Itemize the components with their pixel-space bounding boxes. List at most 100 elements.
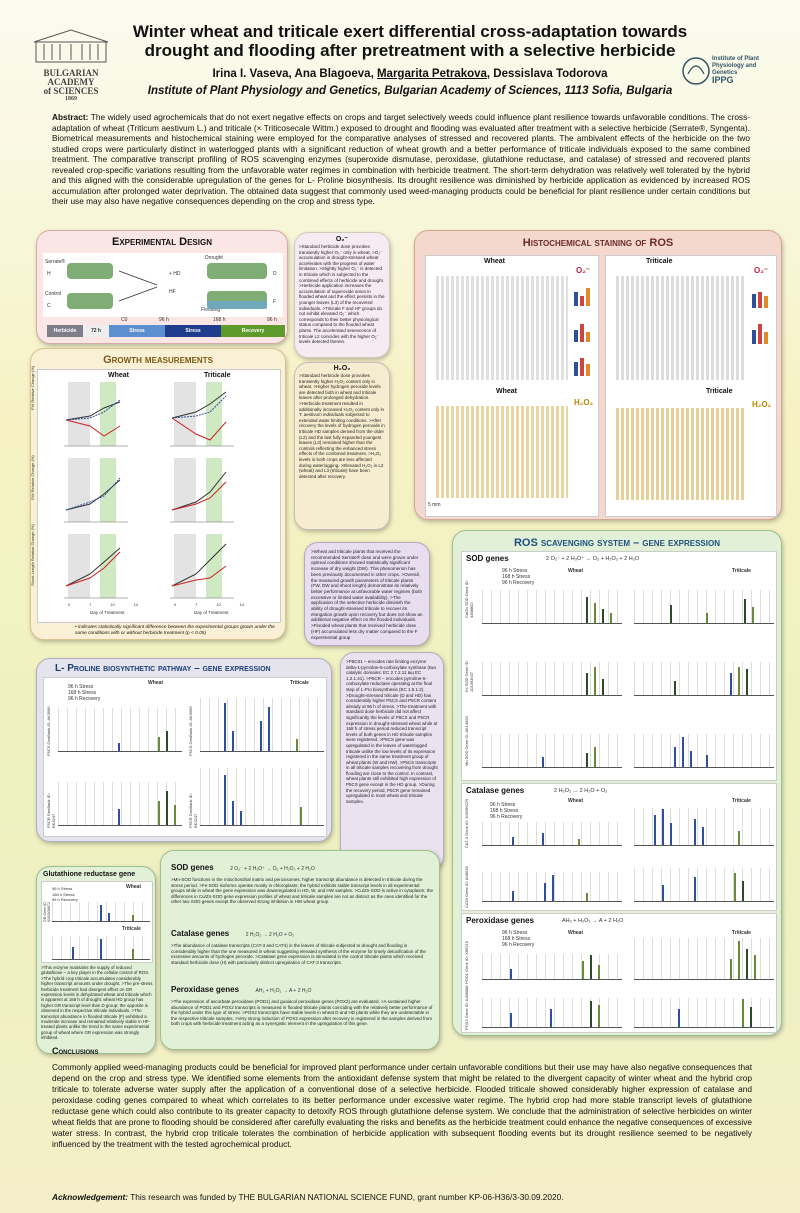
y-axis-label: P5CS GenBank ID: AK3996	[188, 706, 193, 756]
ros-genes-panel: ROS scavenging system – gene expression …	[452, 530, 782, 1036]
legend-item: 96 h Recovery	[502, 942, 535, 948]
y-axis-label: P5CS GenBank ID: AK3996	[46, 706, 51, 756]
triticale-label: Triticale	[646, 258, 673, 265]
design-label: Control	[45, 291, 62, 297]
sod-equation: 2 O₂⁻ + 2 H₃O⁺ → O₂ + H₂O₂ + 2 H₂O	[546, 556, 640, 562]
academy-building-icon	[33, 29, 109, 63]
legend-item: 96 h Stress	[52, 886, 73, 891]
presenting-author: Margarita Petrakova	[376, 68, 487, 80]
scale-bar: 5 mm	[428, 502, 441, 508]
bar-chart	[634, 734, 774, 768]
wheat-label: Wheat	[496, 388, 517, 395]
triticale-label: Triticale	[290, 680, 309, 686]
legend-item: 96 h Stress	[490, 802, 516, 808]
peroxidase-heading: Peroxidase genes	[171, 985, 240, 994]
design-label: + HD	[169, 271, 181, 277]
y-axis-label: Fe SOD Gene ID: 101393537	[464, 660, 474, 692]
wheat-staining-figure: Wheat O₂⁻ Wheat H₂O₂ 5 mm	[425, 255, 599, 517]
triticale-label: Triticale	[204, 372, 231, 379]
legend-item: 168 h Stress	[502, 574, 531, 580]
legend-item: 168 h Stress	[52, 891, 75, 897]
design-label: HF	[169, 289, 176, 295]
bar-chart	[482, 822, 622, 846]
seedlings-illustration	[67, 263, 267, 309]
timeline-mark: 168 h	[213, 317, 226, 323]
design-diagram: Serrate® H Control C Drought + HD D HF F…	[43, 253, 283, 317]
peroxidase-heading: Peroxidase genes	[466, 916, 535, 925]
gr-figure: Wheat Triticale 96 h Stress 168 h Stress…	[41, 881, 153, 963]
o2-label: O₂⁻	[754, 266, 768, 275]
triticale-label: Triticale	[732, 798, 751, 804]
ippg-logo: Institute of Plant Physiology and Geneti…	[682, 52, 782, 90]
wheat-label: Wheat	[484, 258, 505, 265]
design-label: D	[273, 271, 277, 277]
legend: 96 h Stress 168 h Stress 96 h Recovery	[502, 930, 534, 948]
legend-item: 96 h Stress	[502, 568, 528, 574]
legend-item: 96 h Recovery	[502, 580, 535, 586]
sod-summary-text: >Mn-SOD functions in the mitochondrial m…	[171, 877, 433, 904]
conclusions-title: Conclusions	[52, 1046, 99, 1056]
timeline: C0 96 h 168 h 96 h Herbicide 72 h Stress…	[47, 317, 285, 339]
authors-part: , Dessislava Todorova	[486, 68, 608, 80]
authors: Irina I. Vaseva, Ana Blagoeva, Margarita…	[130, 68, 690, 80]
peroxidase-figure: Peroxidase genes AH₂ + H₂O₂ → A + 2 H₂O …	[461, 913, 777, 1033]
sod-heading: SOD genes	[171, 863, 214, 872]
authors-part: Irina I. Vaseva, Ana Blagoeva,	[212, 68, 377, 80]
design-label: F	[273, 299, 277, 305]
timeline-mark: 96 h	[267, 317, 277, 323]
catalase-summary: Catalase genes 2 H₂O₂ → 2 H₂O + O₂ >The …	[171, 923, 433, 965]
y-axis-label: P5CR GenBank ID: BK3247	[46, 793, 56, 828]
timeline-mark: 96 h	[159, 317, 169, 323]
abstract: Abstract: The widely used agrochemicals …	[52, 112, 750, 207]
h2o2-leaf-strips	[616, 408, 746, 500]
catalase-summary-text: >The abundance of catalase transcripts (…	[171, 943, 426, 965]
bar-chart	[482, 954, 622, 980]
bar-chart	[482, 590, 622, 624]
peroxidase-summary: Peroxidase genes AH₂ + H₂O₂ → A + 2 H₂O …	[171, 979, 433, 1027]
ack-text: This research was funded by THE BULGARIA…	[128, 1192, 564, 1202]
y-axis-label: POX2 Gene ID: AJ88088	[464, 985, 469, 1030]
growth-panel: Growth measurements Wheat Triticale	[30, 348, 286, 640]
y-axis-label: Cu/Zn SOD Gene ID: 4388802	[464, 580, 474, 618]
timeline-segment: Recovery	[221, 325, 285, 337]
catalase-heading: Catalase genes	[171, 929, 230, 938]
timeline-mark: C0	[121, 317, 128, 323]
bar-chart	[52, 902, 150, 922]
design-label: Serrate®	[45, 259, 66, 265]
h2o2-label: H₂O₂	[752, 400, 772, 409]
logo-line: 1869	[65, 96, 77, 102]
logo-line: IPPG	[712, 75, 734, 85]
o2-label: O₂⁻	[576, 266, 590, 275]
h2o2-title: H₂O₂	[333, 365, 351, 372]
bar-chart	[634, 868, 774, 902]
catalase-equation: 2 H₂O₂ → 2 H₂O + O₂	[554, 788, 608, 794]
growth-figure: Wheat Triticale FW Re	[30, 366, 281, 623]
panel-title: L- Proline biosynthetic pathway – gene e…	[55, 663, 271, 674]
x-tick: 7	[89, 602, 92, 607]
timeline-segment: 72 h	[83, 325, 109, 337]
proline-figure: Wheat Triticale 96 h Stress 168 h Stress…	[43, 677, 327, 837]
x-ticks: 0 7 10 14	[174, 602, 244, 607]
legend-item: 96 h Stress	[502, 930, 528, 936]
h2o2-label: H₂O₂	[574, 398, 594, 407]
y-axis-label: CAT-3 Gene ID: 100396279	[464, 798, 469, 848]
bar-chart	[482, 872, 622, 902]
triticale-staining-figure: Triticale O₂⁻ Triticale H₂O₂	[605, 255, 777, 517]
wheat-label: Wheat	[568, 568, 583, 574]
histochemical-panel: Histochemical staining of ROS Wheat O₂⁻ …	[414, 230, 782, 520]
sod-heading: SOD genes	[466, 554, 509, 563]
wheat-label: Wheat	[148, 680, 163, 686]
legend-item: 96 h Recovery	[68, 696, 101, 702]
sod-equation: 2 O₂⁻ + 2 H₃O⁺ → O₂ + H₂O₂ + 2 H₂O	[230, 866, 315, 872]
proline-text-panel: >P5CS1 – encodes rate limiting enzyme de…	[340, 652, 444, 870]
legend-item: 96 h Recovery	[490, 814, 523, 820]
acknowledgement: Acknowledgement: This research was funde…	[52, 1192, 752, 1202]
legend: 96 h Stress 168 h Stress 96 h Recovery	[52, 886, 78, 903]
peroxidase-equation: AH₂ + H₂O₂ → A + 2 H₂O	[255, 988, 312, 994]
catalase-figure: Catalase genes 2 H₂O₂ → 2 H₂O + O₂ Wheat…	[461, 783, 777, 911]
gr-title: Glutathione reductase gene	[43, 871, 136, 878]
bar-chart	[200, 698, 324, 752]
proline-panel: L- Proline biosynthetic pathway – gene e…	[36, 658, 332, 842]
x-tick: 14	[239, 602, 244, 607]
h2o2-text-panel: H₂O₂ >Standard herbicide dose provokes t…	[294, 362, 390, 530]
